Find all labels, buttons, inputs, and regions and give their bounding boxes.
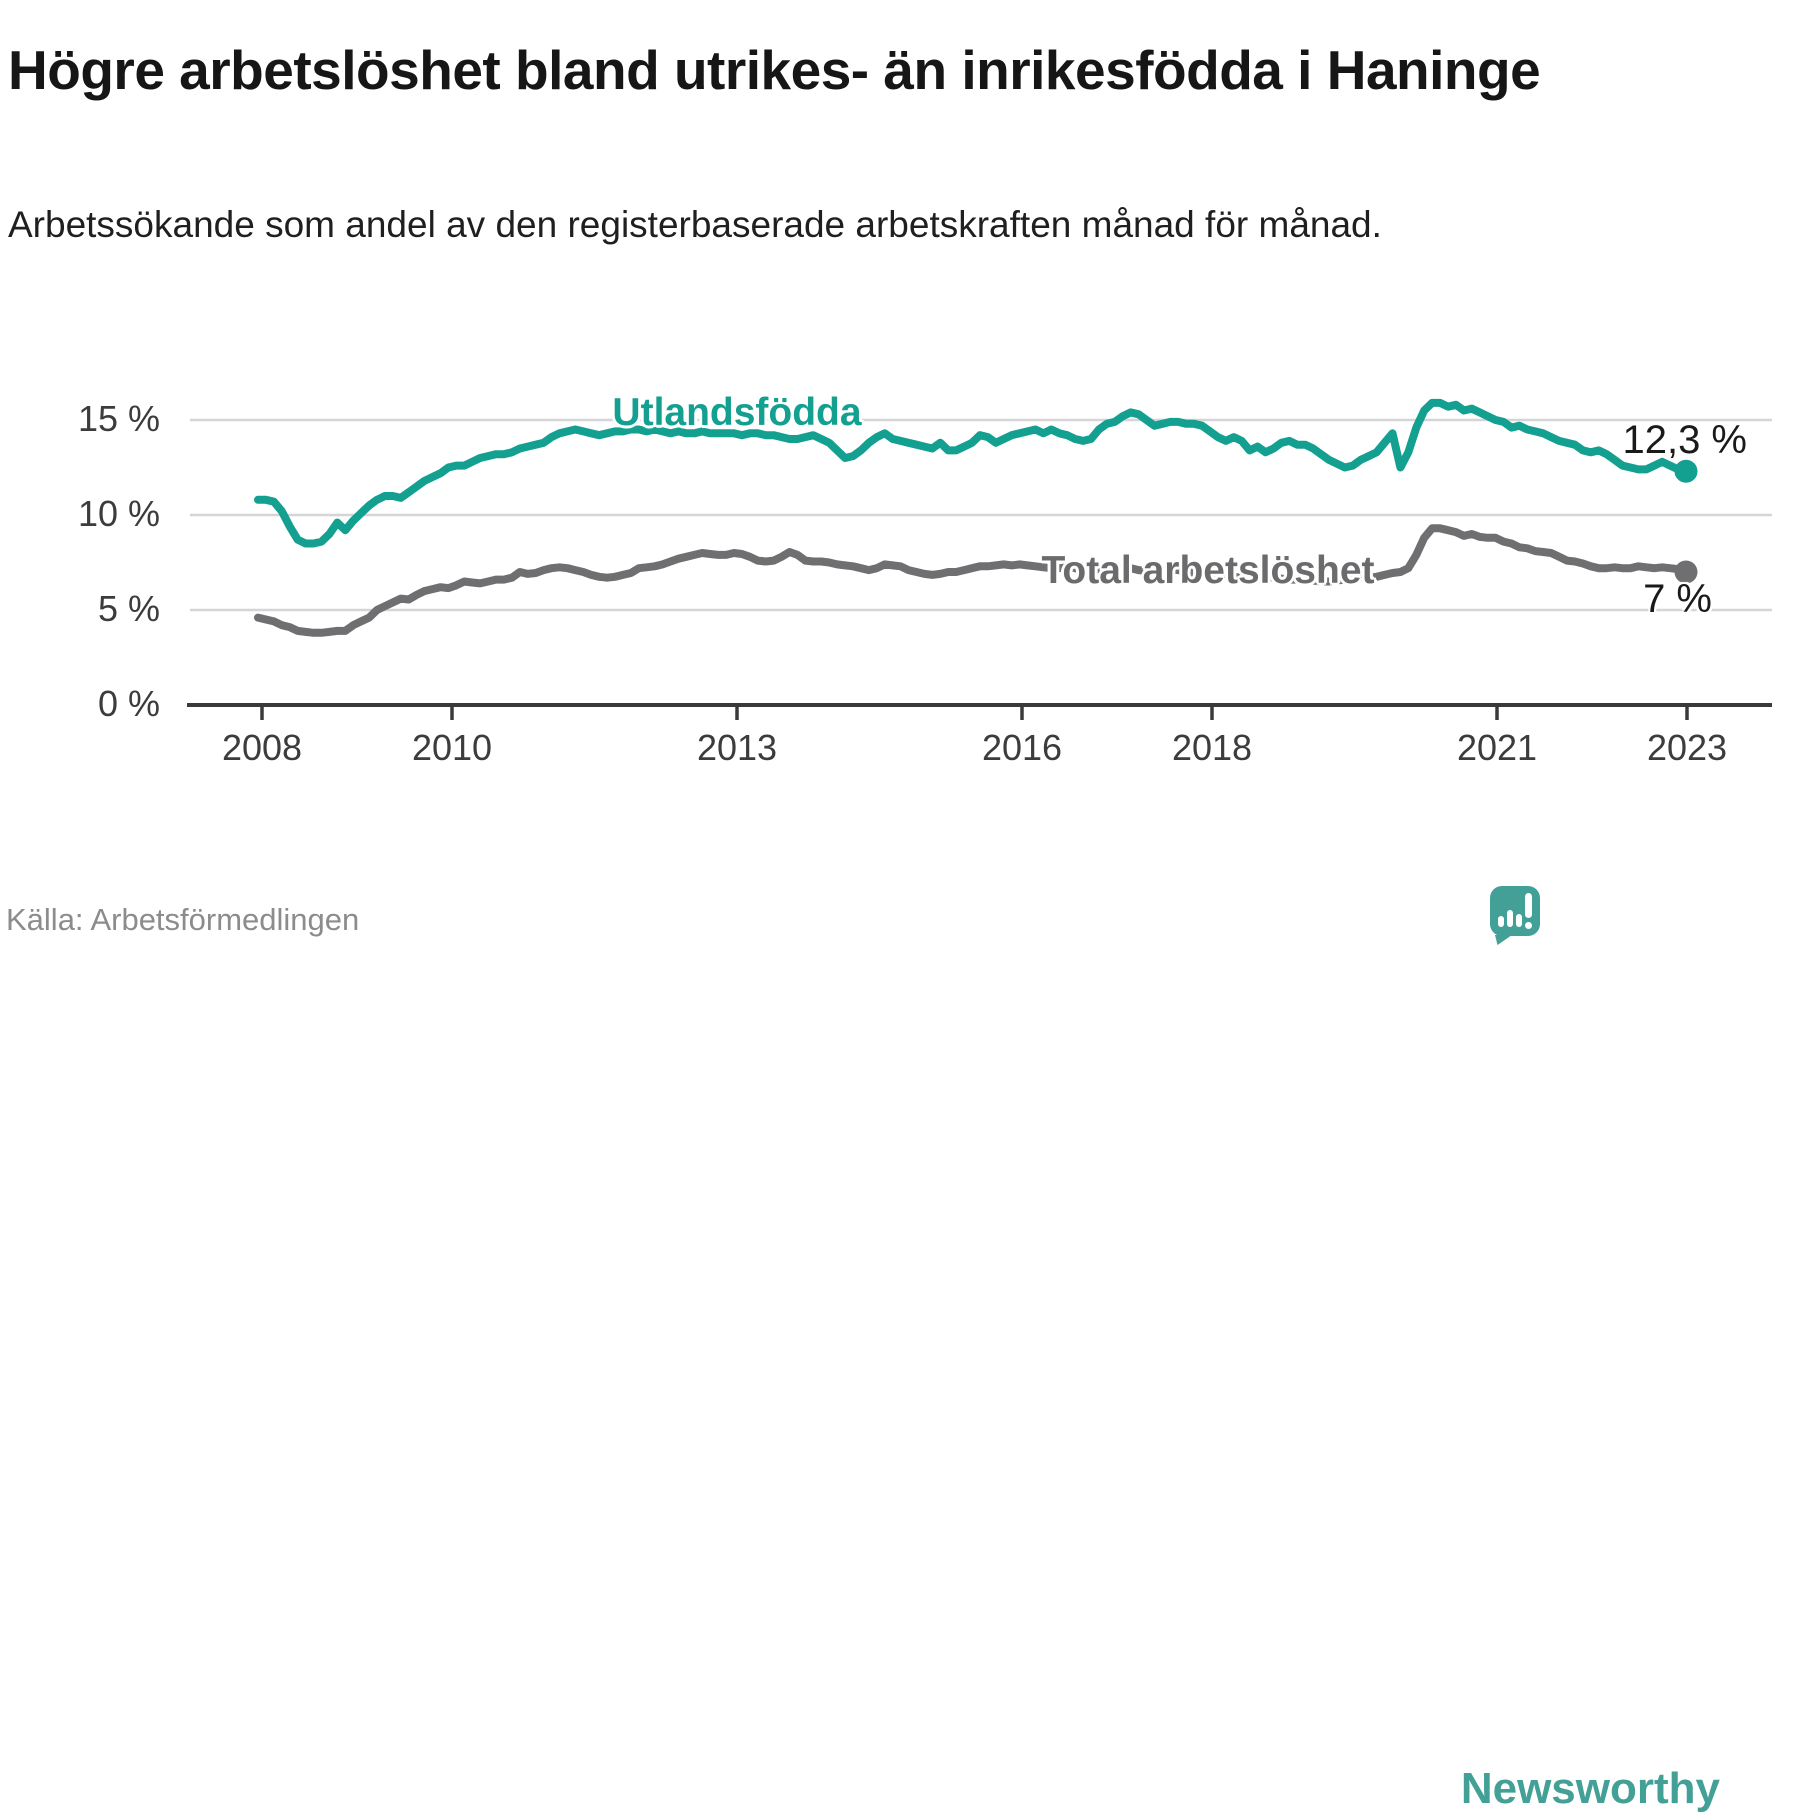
y-tick-label: 5 % xyxy=(97,588,160,629)
y-tick-label: 0 % xyxy=(97,683,160,724)
series-label-total-arbetsloshet: Total arbetslöshet xyxy=(1041,549,1375,592)
series-label-utlandsfodda: Utlandsfödda xyxy=(612,391,862,434)
end-value-label-total: 7 % xyxy=(1643,577,1712,621)
gridlines xyxy=(190,418,1772,612)
line-chart xyxy=(187,398,1772,720)
end-value-label-utlandsfodda: 12,3 % xyxy=(1622,418,1747,462)
infographic-page: { "header": { "title": "Högre arbetslösh… xyxy=(0,0,1800,948)
y-tick-label: 10 % xyxy=(77,493,160,534)
x-tick-label: 2023 xyxy=(1646,727,1728,768)
series-path-utlandsfodda xyxy=(254,398,1690,548)
logo-exclamation-dot-icon xyxy=(1525,922,1532,929)
x-tick-label: 2008 xyxy=(221,727,303,768)
series-path-total xyxy=(254,524,1690,637)
source-note: Källa: Arbetsförmedlingen xyxy=(6,902,360,937)
series-end-dot-total xyxy=(1674,560,1698,584)
page-subtitle: Arbetssökande som andel av den registerb… xyxy=(8,204,1382,245)
x-tick-label: 2016 xyxy=(981,727,1063,768)
page-title: Högre arbetslöshet bland utrikes- än inr… xyxy=(8,38,1541,101)
x-tick-label: 2021 xyxy=(1456,727,1538,768)
x-tick-label: 2010 xyxy=(411,727,493,768)
y-tick-label: 15 % xyxy=(77,398,160,439)
x-tick-label: 2013 xyxy=(696,727,778,768)
series-end-dot-utlandsfodda xyxy=(1674,459,1698,483)
logo-bar-icon xyxy=(1507,910,1513,927)
x-axis xyxy=(187,703,1772,720)
x-tick-label: 2018 xyxy=(1171,727,1253,768)
logo-exclamation-icon xyxy=(1525,893,1532,918)
newsworthy-logo-icon xyxy=(1490,886,1540,936)
series-lines xyxy=(254,398,1698,637)
logo-bar-icon xyxy=(1498,916,1504,927)
newsworthy-logo-text: Newsworthy xyxy=(1460,1764,1720,1813)
logo-bar-icon xyxy=(1516,914,1522,927)
